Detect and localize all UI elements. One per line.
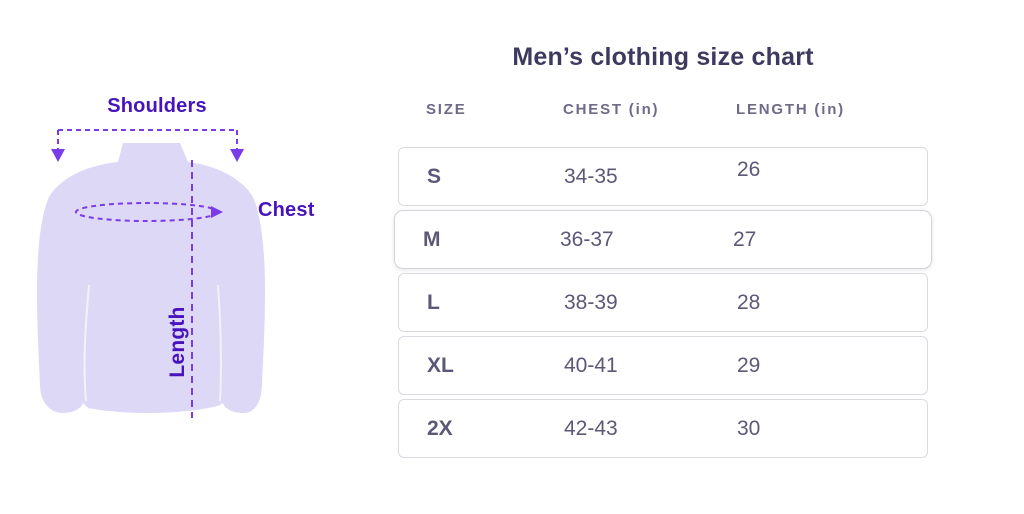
cell-size: S: [427, 164, 442, 188]
shirt-shape: [37, 143, 265, 414]
table-row: S 34-35 26: [398, 147, 928, 206]
sleeve-crease-right: [217, 284, 223, 402]
cell-size: 2X: [427, 416, 453, 440]
shirt-measurement-diagram: Shoulders Chest Length: [20, 85, 350, 485]
cell-length: 26: [737, 157, 761, 181]
sleeve-crease-left: [83, 284, 90, 402]
column-header-size: SIZE: [426, 100, 467, 118]
cell-chest: 38-39: [564, 290, 618, 314]
cell-chest: 42-43: [564, 416, 618, 440]
cell-chest: 34-35: [564, 164, 618, 188]
chest-label: Chest: [258, 199, 315, 221]
cell-length: 28: [737, 290, 761, 314]
length-label: Length: [166, 306, 189, 378]
cell-length: 30: [737, 416, 761, 440]
column-header-length: LENGTH (in): [736, 100, 845, 118]
cell-size: XL: [427, 353, 454, 377]
table-row: L 38-39 28: [398, 273, 928, 332]
shoulders-label: Shoulders: [107, 95, 207, 117]
shoulders-measure-line: [57, 129, 238, 149]
cell-size: M: [423, 227, 441, 251]
cell-size: L: [427, 290, 440, 314]
table-row: M 36-37 27: [394, 210, 932, 269]
cell-chest: 40-41: [564, 353, 618, 377]
column-header-chest: CHEST (in): [563, 100, 660, 118]
chest-arrow: [211, 206, 223, 218]
table-header: SIZE CHEST (in) LENGTH (in): [398, 98, 928, 120]
size-table-body: S 34-35 26 M 36-37 27 L 38-39 28 XL 40-4…: [394, 147, 932, 458]
table-row: XL 40-41 29: [398, 336, 928, 395]
cell-chest: 36-37: [560, 227, 614, 251]
cell-length: 27: [733, 227, 757, 251]
table-row: 2X 42-43 30: [398, 399, 928, 458]
shoulders-arrow-left: [51, 149, 65, 162]
shirt-illustration: [37, 129, 265, 418]
page-title: Men’s clothing size chart: [512, 43, 814, 71]
shoulders-arrow-right: [230, 149, 244, 162]
cell-length: 29: [737, 353, 761, 377]
